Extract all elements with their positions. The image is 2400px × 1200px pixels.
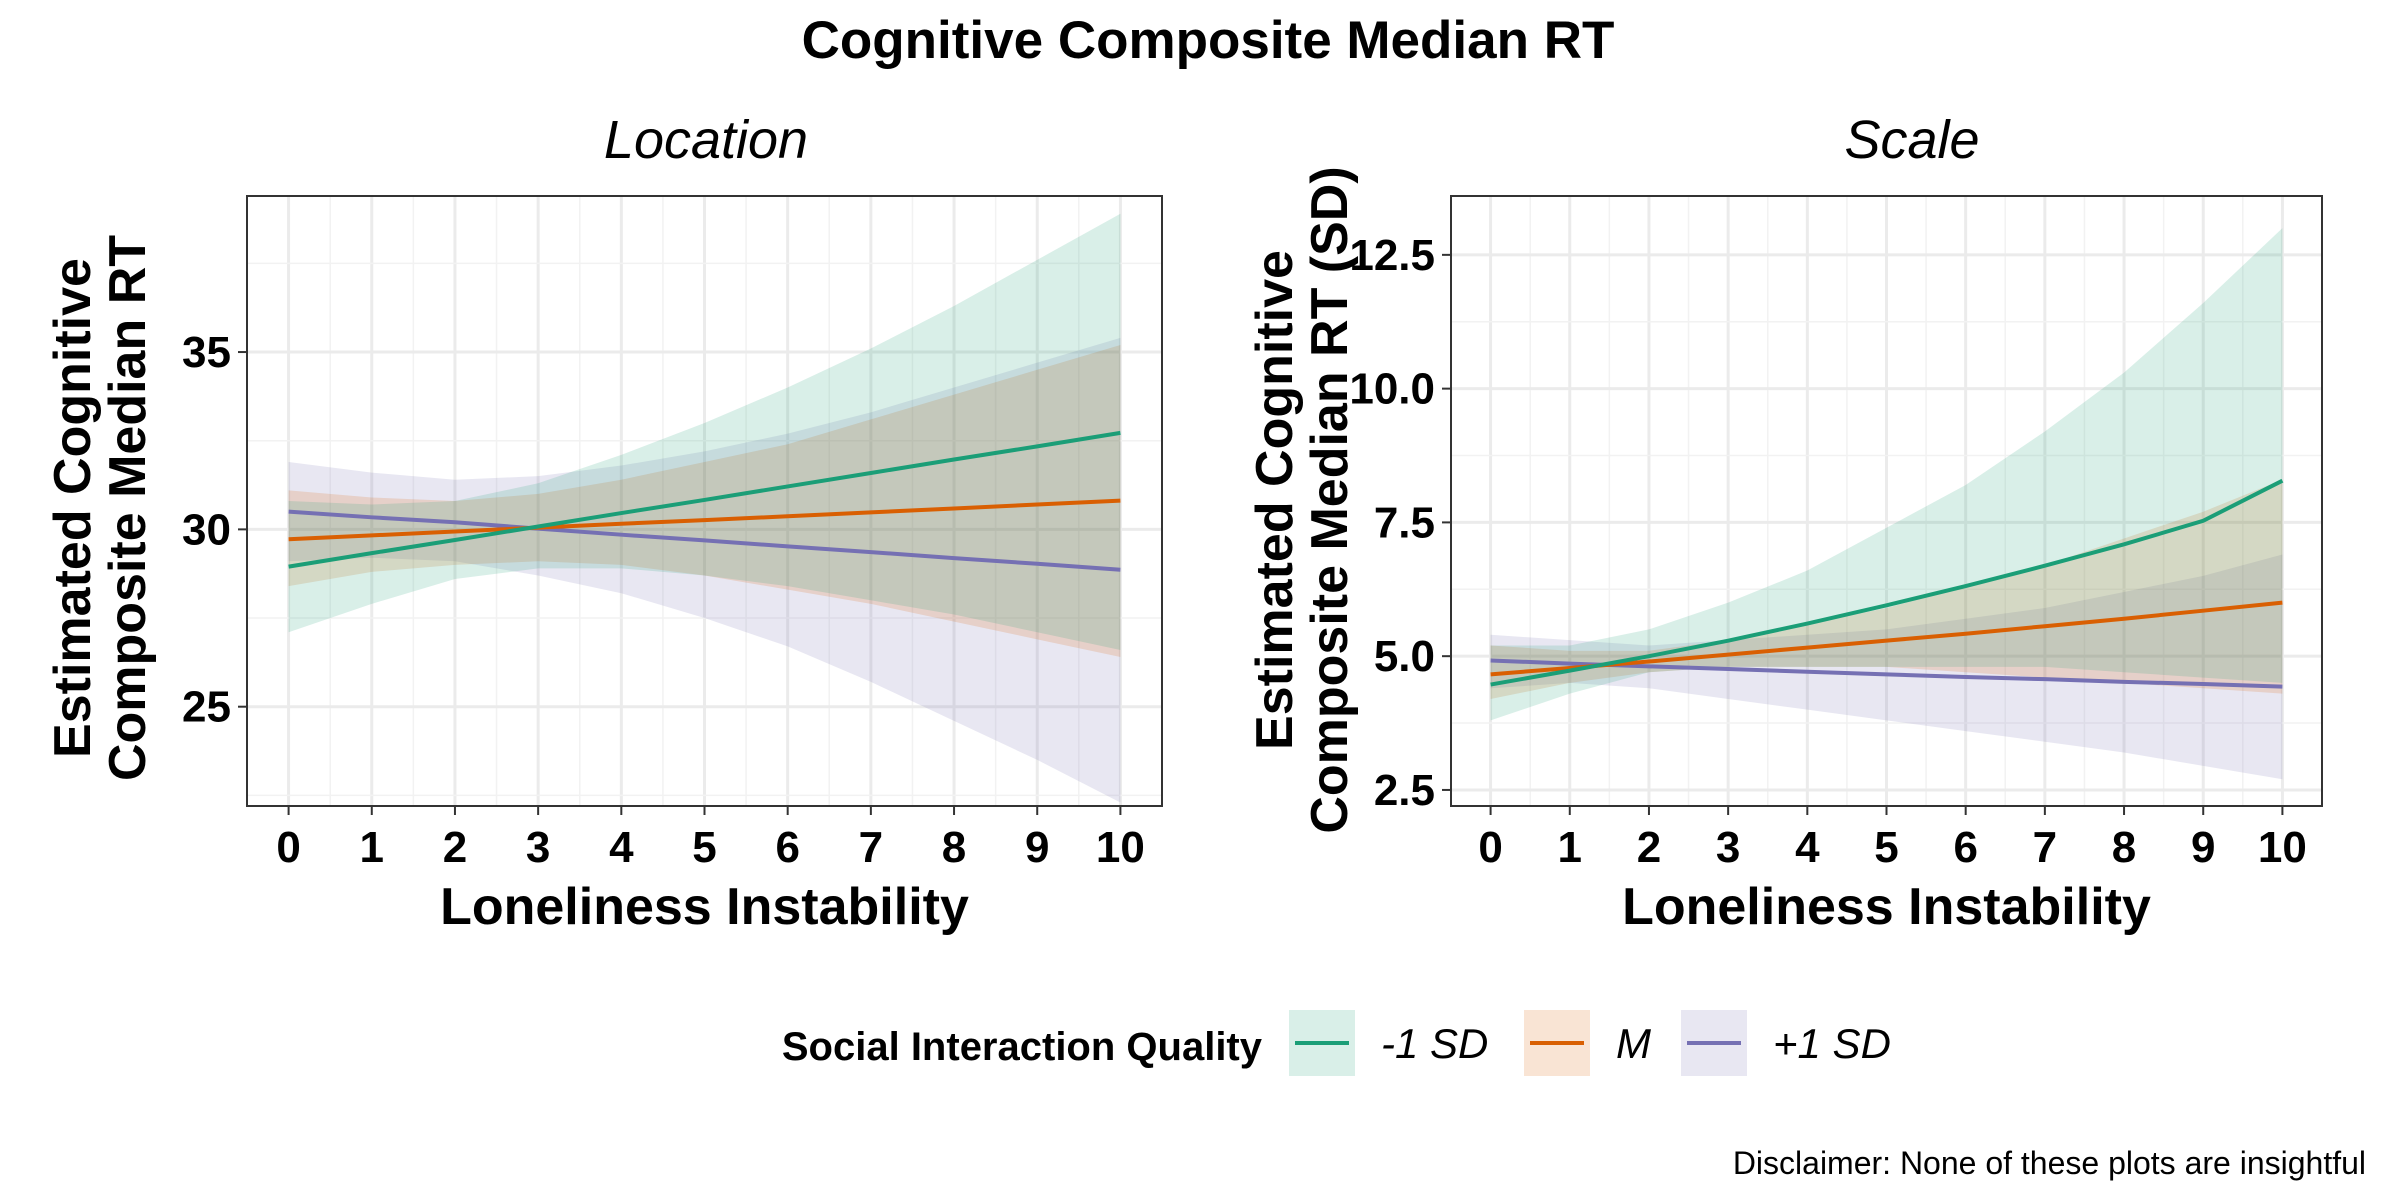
y-axis-title: Estimated Cognitive <box>1246 250 1304 750</box>
y-axis-title: Estimated Cognitive <box>44 258 102 758</box>
x-tick-label: 8 <box>942 823 966 872</box>
ci-ribbon <box>1490 479 2283 699</box>
y-tick-label: 35 <box>182 328 231 377</box>
panel-title: Location <box>604 110 808 170</box>
legend-label: -1 SD <box>1381 1020 1488 1067</box>
x-tick-label: 9 <box>1025 823 1049 872</box>
x-tick-label: 1 <box>1558 823 1582 872</box>
y-axis-title: Composite Median RT <box>99 235 157 781</box>
panel-title: Scale <box>1844 110 1979 170</box>
x-axis-title: Loneliness Instability <box>440 878 969 936</box>
figure-title: Cognitive Composite Median RT <box>802 11 1615 70</box>
legend-label: M <box>1616 1020 1651 1067</box>
legend-item: M <box>1524 1010 1651 1076</box>
ci-ribbon <box>288 213 1121 650</box>
x-tick-label: 5 <box>692 823 716 872</box>
x-tick-label: 4 <box>1795 823 1820 872</box>
x-axis-title: Loneliness Instability <box>1622 878 2151 936</box>
legend-item: -1 SD <box>1289 1010 1488 1076</box>
y-tick-label: 2.5 <box>1374 766 1435 815</box>
legend-title: Social Interaction Quality <box>782 1025 1263 1069</box>
x-tick-label: 9 <box>2191 823 2215 872</box>
x-tick-label: 7 <box>2033 823 2057 872</box>
series-line <box>1490 600 2283 677</box>
x-tick-label: 5 <box>1874 823 1898 872</box>
ci-ribbon <box>1490 554 2283 780</box>
x-tick-label: 10 <box>1096 823 1145 872</box>
caption: Disclaimer: None of these plots are insi… <box>1733 1145 2366 1181</box>
x-tick-label: 10 <box>2258 823 2307 872</box>
series-line <box>1490 478 2284 687</box>
x-tick-label: 0 <box>276 823 300 872</box>
series-line <box>288 498 1121 542</box>
series-line <box>288 509 1121 572</box>
y-tick-label: 25 <box>182 683 231 732</box>
y-tick-label: 5.0 <box>1374 632 1435 681</box>
y-tick-label: 7.5 <box>1374 498 1435 547</box>
x-tick-label: 3 <box>526 823 550 872</box>
series-line <box>288 430 1121 569</box>
x-tick-label: 1 <box>360 823 384 872</box>
ci-ribbon <box>288 337 1121 803</box>
x-tick-label: 3 <box>1716 823 1740 872</box>
x-tick-label: 2 <box>1637 823 1661 872</box>
y-tick-label: 10.0 <box>1349 365 1435 414</box>
y-tick-label: 30 <box>182 505 231 554</box>
x-tick-label: 6 <box>775 823 799 872</box>
x-tick-label: 4 <box>609 823 634 872</box>
legend-item: +1 SD <box>1681 1010 1891 1076</box>
legend-label: +1 SD <box>1773 1020 1891 1067</box>
x-tick-label: 6 <box>1953 823 1977 872</box>
ci-ribbon <box>1490 228 2283 721</box>
panel-location: Location 0 1 2 3 4 5 6 7 8 9 10 25 30 35 Loneliness Ins… <box>44 110 1163 936</box>
legend: Social Interaction Quality -1 SD M +1 SD <box>782 1010 1891 1076</box>
x-tick-label: 0 <box>1478 823 1502 872</box>
x-tick-label: 8 <box>2112 823 2136 872</box>
x-tick-label: 7 <box>859 823 883 872</box>
y-axis-title: Composite Median RT (SD) <box>1301 166 1359 833</box>
x-tick-label: 2 <box>443 823 467 872</box>
panel-scale: Scale 0 1 2 3 4 5 6 7 8 9 10 2.5 5.0 7.5 10.0 12.5 Loneli… <box>1246 110 2323 936</box>
y-tick-label: 12.5 <box>1349 231 1435 280</box>
